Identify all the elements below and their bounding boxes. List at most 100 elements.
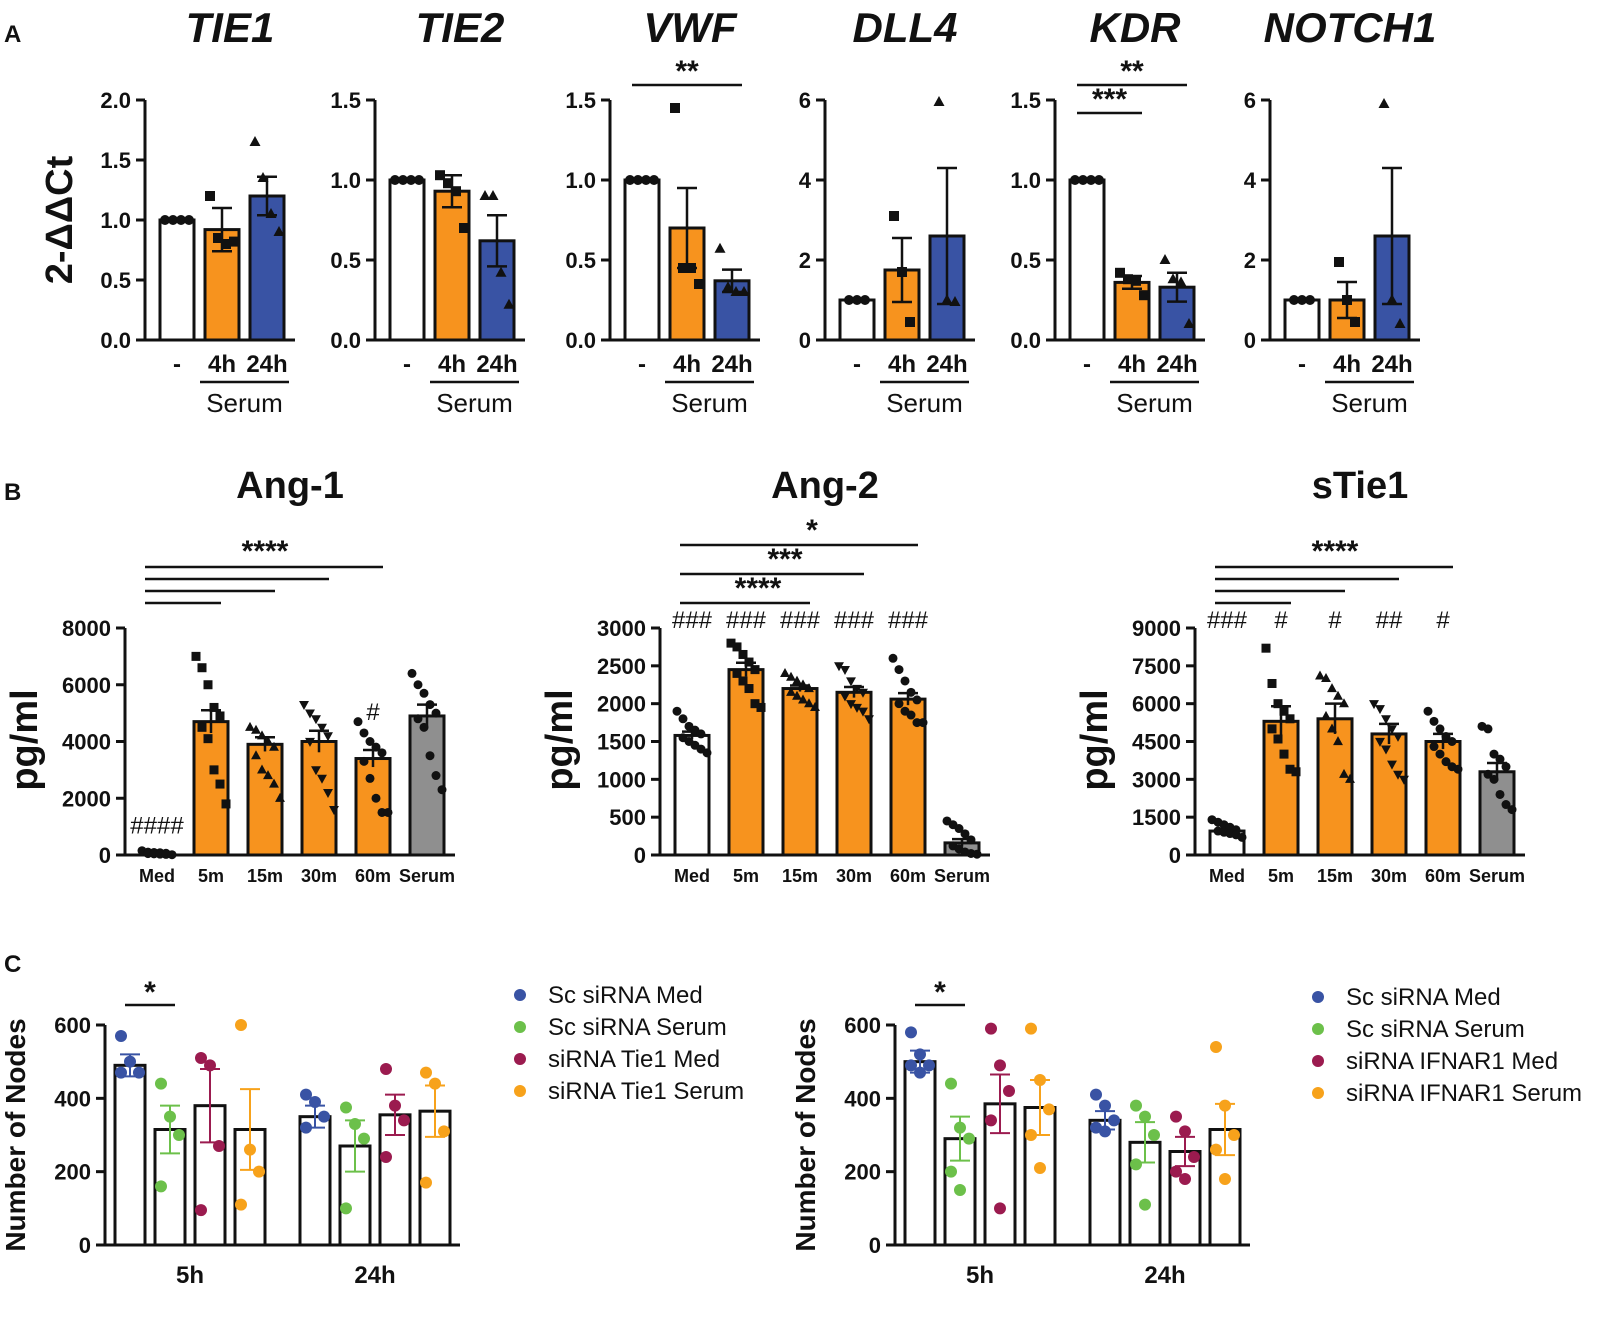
legend-marker (514, 989, 526, 1001)
data-point (317, 723, 327, 733)
data-point (1279, 706, 1289, 716)
data-point (213, 1140, 225, 1152)
data-point (1025, 1129, 1037, 1141)
x-tick-label: 30m (1371, 866, 1407, 886)
y-tick-label: 7500 (1132, 654, 1181, 679)
data-point (197, 722, 207, 732)
bar (248, 194, 286, 342)
y-tick-label: 0.5 (565, 248, 596, 273)
data-point (633, 175, 643, 185)
y-axis-label: pg/ml (1074, 689, 1116, 790)
x-tick-label: 30m (836, 866, 872, 886)
data-point (420, 1176, 432, 1189)
data-point (894, 665, 904, 675)
bar (298, 1115, 332, 1247)
data-point (846, 677, 856, 687)
data-point (905, 1026, 917, 1039)
data-point (353, 717, 363, 727)
data-point (858, 688, 868, 698)
data-point (419, 688, 429, 698)
data-point (722, 281, 734, 292)
data-point (235, 1019, 247, 1031)
data-point (670, 103, 680, 113)
panel-label-b: B (4, 479, 21, 506)
significance-label: ** (675, 55, 699, 88)
bar (1262, 719, 1300, 857)
data-point (1139, 1110, 1151, 1123)
data-point (694, 279, 704, 289)
group-label: Serum (206, 388, 283, 418)
legend-marker (1312, 1087, 1324, 1099)
data-point (420, 1066, 432, 1079)
data-point (963, 1132, 975, 1145)
data-point (205, 191, 215, 201)
data-point (858, 707, 868, 717)
data-point (257, 172, 269, 182)
significance-label: * (806, 514, 818, 547)
chart-title: Ang-1 (236, 465, 344, 507)
chart-title: TIE1 (186, 4, 275, 51)
data-point (1315, 670, 1325, 680)
y-axis-label: Number of Nodes (790, 1018, 821, 1251)
data-point (933, 96, 945, 106)
data-point (1170, 1165, 1182, 1178)
data-point (798, 679, 808, 689)
y-tick-label: 0.5 (330, 248, 361, 273)
data-point (1170, 1110, 1182, 1123)
data-point (1148, 1129, 1160, 1141)
significance-label: **** (1312, 535, 1359, 568)
data-point (251, 750, 261, 760)
y-tick-label: 1.0 (565, 168, 596, 193)
legend-label: Sc siRNA Med (548, 982, 703, 1009)
data-point (966, 835, 976, 845)
bar (388, 178, 426, 342)
data-point (900, 676, 910, 686)
data-point (941, 294, 953, 304)
data-point (235, 1198, 247, 1211)
significance-hash: ### (1207, 607, 1248, 634)
y-tick-label: 6 (1244, 88, 1256, 113)
data-point (834, 662, 844, 672)
data-point (852, 703, 862, 713)
data-point (1183, 318, 1195, 328)
legend-label: Sc siRNA Serum (1346, 1016, 1525, 1043)
data-point (672, 706, 682, 716)
x-tick-label: Med (1209, 866, 1245, 886)
y-tick-label: 0 (99, 843, 111, 868)
x-tick-label: - (173, 351, 181, 378)
data-point (1387, 760, 1397, 770)
y-tick-label: 1.5 (100, 148, 131, 173)
data-point (398, 175, 408, 185)
data-point (1090, 1088, 1102, 1101)
legend-marker (514, 1085, 526, 1097)
x-tick-label: 5m (733, 866, 759, 886)
significance-label: * (934, 976, 946, 1009)
data-point (1483, 724, 1493, 734)
data-point (732, 668, 742, 678)
data-point (249, 136, 261, 146)
x-tick-label: 15m (1317, 866, 1353, 886)
data-point (305, 737, 315, 747)
data-point (1507, 805, 1517, 815)
data-point (215, 779, 225, 789)
data-point (197, 663, 207, 673)
data-point (1099, 1099, 1111, 1112)
chart-title: TIE2 (416, 4, 505, 51)
y-tick-label: 1500 (597, 730, 646, 755)
data-point (1130, 1158, 1142, 1171)
group-label: Serum (436, 388, 513, 418)
data-point (1441, 757, 1451, 767)
bar (623, 178, 661, 342)
data-point (804, 683, 814, 693)
data-point (888, 653, 898, 663)
data-point (905, 1059, 917, 1072)
data-point (419, 722, 429, 732)
y-tick-label: 0 (869, 1233, 881, 1258)
data-point (195, 1052, 207, 1064)
data-point (1115, 267, 1125, 278)
panel-label-c: C (4, 951, 21, 978)
data-point (1025, 1022, 1037, 1035)
y-tick-label: 6000 (1132, 692, 1181, 717)
significance-label: *** (767, 543, 802, 576)
data-point (359, 756, 369, 766)
